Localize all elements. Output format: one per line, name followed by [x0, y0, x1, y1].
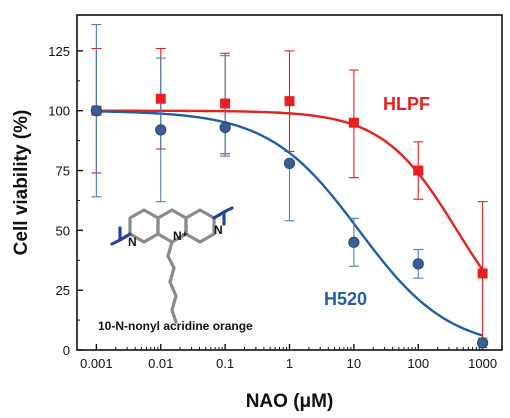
- x-axis-title: NAO (μM): [246, 391, 334, 412]
- series-label-h520: H520: [324, 289, 367, 309]
- y-tick-label: 125: [48, 44, 70, 59]
- y-tick-label: 100: [48, 104, 70, 119]
- data-point-h520: [90, 105, 102, 117]
- acridine-orange-structure: [110, 206, 234, 324]
- y-tick-label: 75: [56, 164, 70, 179]
- axis-ticks: 0.001 0.01 0.1 1 10 100 1000 0 25 50 75 100 125: [48, 44, 497, 371]
- data-point-hlpf: [477, 268, 488, 279]
- atom-n-right: N: [214, 223, 223, 237]
- left-amine-bonds: [110, 226, 132, 246]
- data-point-h520: [348, 236, 360, 248]
- y-tick-label: 25: [56, 283, 70, 298]
- data-point-hlpf: [284, 96, 295, 107]
- y-axis-title: Cell viability (%): [11, 110, 32, 256]
- x-tick-label: 1: [286, 356, 293, 371]
- data-point-h520: [155, 124, 167, 136]
- x-tick-label: 10: [347, 356, 361, 371]
- ring-right: [184, 208, 216, 244]
- right-amine-bonds: [212, 206, 234, 226]
- x-tick-label: 0.1: [216, 356, 234, 371]
- data-point-h520: [219, 121, 231, 134]
- x-tick-label: 0.001: [80, 356, 113, 371]
- plot-frame: [76, 14, 503, 351]
- y-tick-label: 0: [63, 343, 70, 358]
- atom-n-plus: N⁺: [173, 229, 188, 243]
- atom-n-left: N: [128, 235, 137, 249]
- x-tick-label: 1000: [468, 356, 497, 371]
- data-point-hlpf: [413, 165, 424, 176]
- x-tick-label: 100: [407, 356, 429, 371]
- data-point-h520: [412, 258, 424, 270]
- nonyl-chain: [166, 240, 178, 324]
- data-point-h520: [283, 157, 296, 169]
- data-point-h520: [477, 337, 489, 349]
- y-tick-label: 50: [56, 223, 70, 238]
- x-tick-label: 0.01: [148, 356, 173, 371]
- series-label-hlpf: HLPF: [383, 94, 430, 114]
- data-point-hlpf: [155, 93, 166, 104]
- data-point-hlpf: [348, 117, 359, 128]
- data-point-hlpf: [220, 98, 231, 109]
- molecule-name: 10-N-nonyl acridine orange: [98, 319, 253, 333]
- data-points: [90, 93, 489, 349]
